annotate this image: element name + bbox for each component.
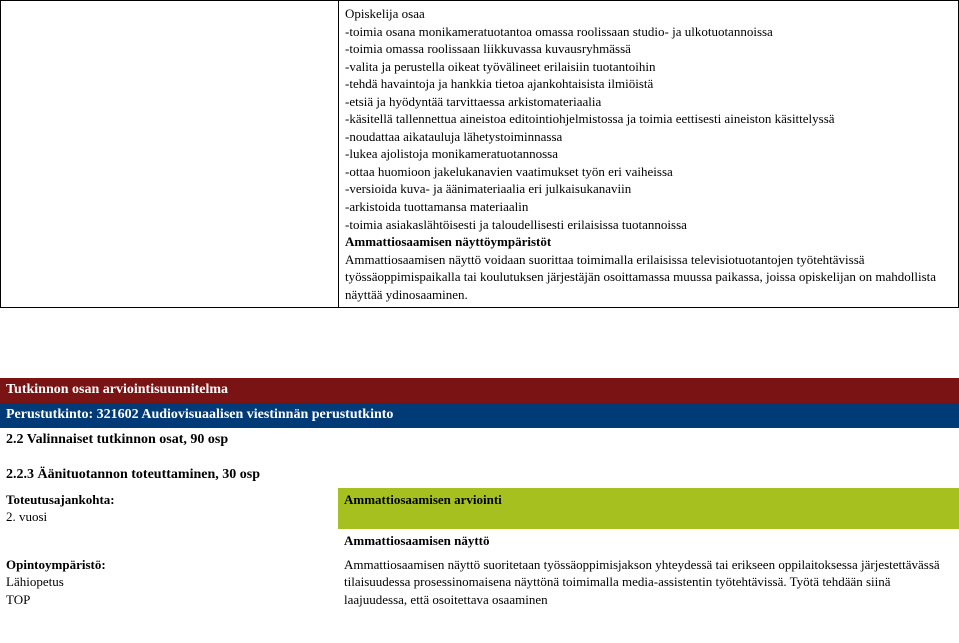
environment-left: Opintoympäristö: Lähiopetus TOP [0,553,338,612]
line: -käsitellä tallennettua aineistoa editoi… [345,110,952,128]
top-left-empty-cell [1,1,339,308]
timing-label: Toteutusajankohta: [6,491,332,509]
top-right-content-cell: Opiskelija osaa -toimia osana monikamera… [339,1,959,308]
section-gap [0,308,959,378]
demo-text: Ammattiosaamisen näyttö suoritetaan työs… [338,553,959,612]
demo-head-left-empty [0,529,338,553]
header-optional-parts: 2.2 Valinnaiset tutkinnon osat, 90 osp [0,428,959,453]
header-sound-production: 2.2.3 Äänituotannon toteuttaminen, 30 os… [0,463,959,488]
environment-v1: Lähiopetus [6,573,332,591]
demo-heading: Ammattiosaamisen näyttö [338,529,959,553]
header-degree: Perustutkinto: 321602 Audiovisuaalisen v… [0,403,959,428]
line: -toimia asiakaslähtöisesti ja taloudelli… [345,216,952,234]
line: -valita ja perustella oikeat työvälineet… [345,58,952,76]
competence-list: Opiskelija osaa -toimia osana monikamera… [345,5,952,233]
line: -arkistoida tuottamansa materiaalin [345,198,952,216]
line: -lukea ajolistoja monikameratuotannossa [345,145,952,163]
row-demo-head: Ammattiosaamisen näyttö [0,529,959,553]
line: -toimia osana monikameratuotantoa omassa… [345,23,952,41]
env-title: Ammattiosaamisen näyttöympäristöt [345,233,952,251]
line: -noudattaa aikatauluja lähetystoiminnass… [345,128,952,146]
timing-left: Toteutusajankohta: 2. vuosi [0,488,338,529]
row-environment: Opintoympäristö: Lähiopetus TOP Ammattio… [0,553,959,612]
row-timing: Toteutusajankohta: 2. vuosi Ammattiosaam… [0,488,959,529]
line: -ottaa huomioon jakelukanavien vaatimuks… [345,163,952,181]
header-plan: Tutkinnon osan arviointisuunnitelma [0,378,959,403]
assessment-header: Ammattiosaamisen arviointi [338,488,959,529]
gap-row [0,453,959,463]
line: Opiskelija osaa [345,5,952,23]
line: -toimia omassa roolissaan liikkuvassa ku… [345,40,952,58]
environment-label: Opintoympäristö: [6,556,332,574]
env-text: Ammattiosaamisen näyttö voidaan suoritta… [345,251,952,304]
lower-section: Tutkinnon osan arviointisuunnitelma Peru… [0,378,959,611]
line: -versioida kuva- ja äänimateriaalia eri … [345,180,952,198]
line: -tehdä havaintoja ja hankkia tietoa ajan… [345,75,952,93]
top-content-table: Opiskelija osaa -toimia osana monikamera… [0,0,959,308]
environment-v2: TOP [6,591,332,609]
timing-value: 2. vuosi [6,508,332,526]
line: -etsiä ja hyödyntää tarvittaessa arkisto… [345,93,952,111]
